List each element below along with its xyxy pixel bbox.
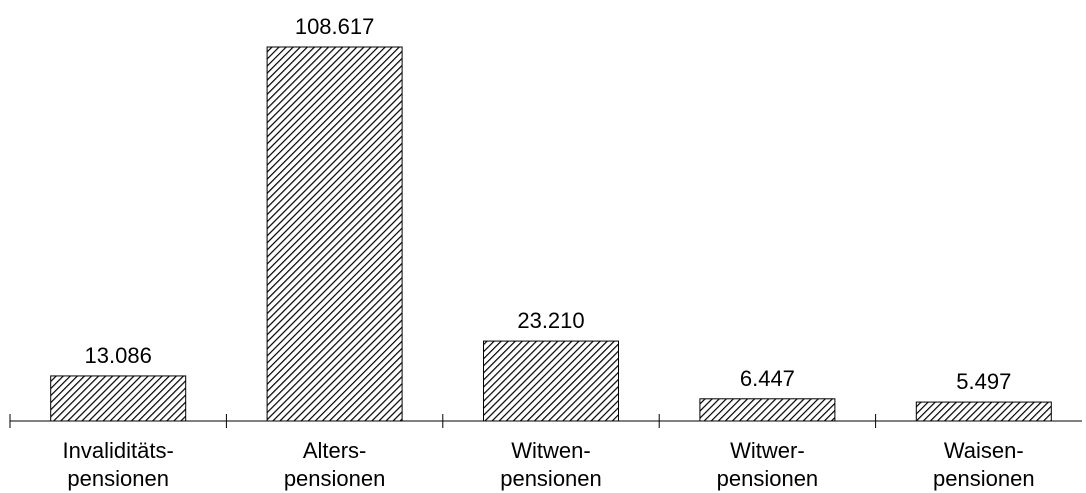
bars-layer bbox=[50, 46, 1052, 422]
x-tick-label: pensionen bbox=[500, 466, 602, 491]
data-label: 6.447 bbox=[740, 366, 795, 391]
x-tick-label: Witwen- bbox=[511, 438, 590, 463]
x-tick-label: Invaliditäts- bbox=[63, 438, 174, 463]
x-tick-label: Witwer- bbox=[730, 438, 805, 463]
x-tick-label: pensionen bbox=[67, 466, 169, 491]
category-labels-layer: Invaliditäts-pensionen Alters-pensionen Wi… bbox=[63, 438, 1035, 491]
bar bbox=[699, 398, 836, 422]
x-tick-label: Waisen- bbox=[944, 438, 1024, 463]
x-tick-label: Alters- bbox=[303, 438, 367, 463]
bar bbox=[915, 401, 1052, 422]
bar bbox=[483, 340, 619, 422]
data-label: 23.210 bbox=[517, 308, 584, 333]
data-label: 13.086 bbox=[85, 343, 152, 368]
x-axis bbox=[9, 414, 1082, 428]
x-tick-label: pensionen bbox=[717, 466, 819, 491]
data-label: 108.617 bbox=[295, 14, 375, 39]
bar bbox=[50, 375, 187, 422]
data-label: 5.497 bbox=[956, 369, 1011, 394]
value-labels-layer: 13.086 108.617 23.210 6.447 5.497 bbox=[85, 14, 1012, 394]
x-tick-label: pensionen bbox=[933, 466, 1035, 491]
x-tick-label: pensionen bbox=[284, 466, 386, 491]
bar bbox=[266, 46, 403, 422]
